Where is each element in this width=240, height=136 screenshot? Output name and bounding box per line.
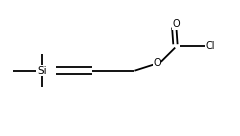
Text: O: O <box>173 19 180 30</box>
Text: O: O <box>153 58 161 68</box>
Text: Cl: Cl <box>205 41 215 51</box>
Text: Si: Si <box>37 66 47 76</box>
